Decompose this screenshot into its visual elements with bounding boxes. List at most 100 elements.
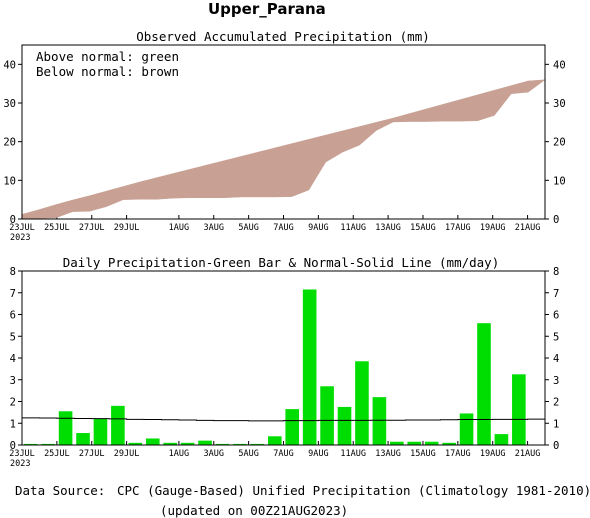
- accumulated-anomaly-segment: [224, 156, 242, 198]
- accumulated-anomaly-segment: [359, 122, 377, 146]
- daily-frame: [21, 270, 546, 446]
- accumulated-anomaly-segment: [494, 85, 512, 117]
- x-tick-label: 19AUG: [480, 223, 506, 233]
- accumulated-frame: [21, 44, 546, 220]
- y-tick-label-right: 30: [553, 98, 566, 110]
- data-source-text: CPC (Gauge-Based) Unified Precipitation …: [117, 483, 590, 498]
- daily-bar: [58, 411, 73, 445]
- page-title: Upper_Parana: [208, 0, 326, 18]
- y-tick-label-right: 0: [553, 440, 559, 452]
- y-tick-label-left: 1: [10, 418, 16, 430]
- accumulated-anomaly-segment: [376, 117, 394, 131]
- accumulated-anomaly-segment: [291, 139, 310, 197]
- x-tick-label: 23JUL: [9, 449, 35, 459]
- accumulated-anomaly-segment: [409, 108, 428, 122]
- accumulated-anomaly-segment: [342, 126, 360, 153]
- accumulated-anomaly-segment: [122, 181, 141, 200]
- x-tick-label: 19AUG: [480, 449, 506, 459]
- accumulated-anomaly-segment: [325, 130, 343, 163]
- x-tick-label: 9AUG: [308, 449, 328, 459]
- legend-below-normal: Below normal: brown: [36, 64, 179, 79]
- accumulated-anomaly-segment: [527, 79, 546, 93]
- accumulated-anomaly-segment: [55, 199, 73, 219]
- accumulated-anomaly-segment: [257, 147, 276, 198]
- x-year-label: 2023: [10, 233, 30, 243]
- x-tick-label: 9AUG: [308, 223, 328, 233]
- accumulated-anomaly-segment: [308, 134, 326, 191]
- y-tick-label-right: 10: [553, 175, 566, 187]
- daily-bar: [372, 397, 387, 445]
- x-tick-label: 27JUL: [79, 223, 105, 233]
- accumulated-anomaly-segment: [511, 80, 529, 94]
- y-tick-label-left: 4: [10, 353, 16, 365]
- y-tick-label-left: 8: [10, 266, 16, 278]
- x-tick-label: 7AUG: [273, 449, 293, 459]
- daily-bar: [41, 443, 55, 445]
- daily-bar: [250, 443, 265, 445]
- accumulated-anomaly-segment: [156, 173, 175, 200]
- y-tick-label-right: 3: [553, 375, 559, 387]
- daily-bar: [76, 433, 90, 445]
- y-tick-label-right: 2: [553, 397, 559, 409]
- y-tick-label-left: 7: [10, 288, 16, 300]
- x-tick-label: 5AUG: [238, 449, 258, 459]
- daily-bar: [111, 405, 125, 445]
- x-tick-label: 7AUG: [273, 223, 293, 233]
- y-tick-label-right: 4: [553, 353, 559, 365]
- daily-bar: [93, 418, 108, 445]
- updated-note: (updated on 00Z21AUG2023): [160, 503, 348, 518]
- daily-bar: [302, 289, 317, 445]
- x-tick-label: 15AUG: [410, 223, 436, 233]
- accumulated-anomaly-segment: [443, 99, 461, 122]
- y-tick-label-left: 20: [3, 137, 16, 149]
- accumulated-anomaly-segment: [190, 164, 208, 198]
- daily-bar: [337, 406, 352, 445]
- accumulated-anomaly-segment: [106, 186, 124, 208]
- x-tick-label: 1AUG: [169, 449, 189, 459]
- daily-bar: [163, 442, 177, 445]
- x-tick-label: 21AUG: [515, 223, 541, 233]
- accumulated-anomaly-segment: [426, 103, 445, 122]
- x-tick-label: 25JUL: [44, 223, 70, 233]
- daily-bar: [198, 440, 212, 445]
- y-tick-label-right: 1: [553, 418, 559, 430]
- accumulated-anomaly-segment: [274, 143, 293, 198]
- accumulated-anomaly-segment: [21, 209, 40, 219]
- x-tick-label: 27JUL: [79, 449, 105, 459]
- y-tick-label-left: 10: [3, 175, 16, 187]
- accumulated-anomaly-segment: [139, 177, 158, 200]
- daily-bar: [512, 374, 526, 445]
- y-tick-label-right: 8: [553, 266, 559, 278]
- daily-bar: [494, 434, 509, 445]
- x-tick-label: 15AUG: [410, 449, 436, 459]
- y-tick-label-right: 20: [553, 137, 566, 149]
- y-tick-label-left: 3: [10, 375, 16, 387]
- accumulated-anomaly-segment: [173, 168, 191, 199]
- accumulated-anomaly-segment: [89, 190, 107, 212]
- x-tick-label: 1AUG: [169, 223, 189, 233]
- x-tick-label: 13AUG: [375, 223, 401, 233]
- x-tick-label: 11AUG: [340, 223, 366, 233]
- accumulated-anomaly-segment: [241, 151, 259, 198]
- daily-bar: [355, 361, 369, 445]
- daily-panel: Daily Precipitation-Green Bar & Normal-S…: [9, 255, 559, 469]
- x-tick-label: 11AUG: [340, 449, 366, 459]
- daily-bar: [459, 413, 474, 445]
- daily-bar: [424, 441, 439, 445]
- legend-above-normal: Above normal: green: [36, 49, 179, 64]
- x-tick-label: 5AUG: [238, 223, 258, 233]
- daily-normal-line: [22, 417, 545, 422]
- x-tick-label: 3AUG: [204, 449, 224, 459]
- daily-bar: [267, 436, 282, 445]
- daily-bar: [128, 442, 143, 445]
- daily-title: Daily Precipitation-Green Bar & Normal-S…: [63, 255, 500, 270]
- accumulated-panel: Observed Accumulated Precipitation (mm) …: [3, 29, 565, 243]
- daily-bar: [407, 441, 422, 445]
- accumulated-anomaly-segment: [392, 113, 411, 123]
- daily-bar: [477, 323, 491, 445]
- daily-bar: [215, 443, 230, 445]
- daily-bar: [145, 438, 160, 445]
- y-tick-label-left: 40: [3, 59, 16, 71]
- accumulated-anomaly-segment: [460, 94, 478, 122]
